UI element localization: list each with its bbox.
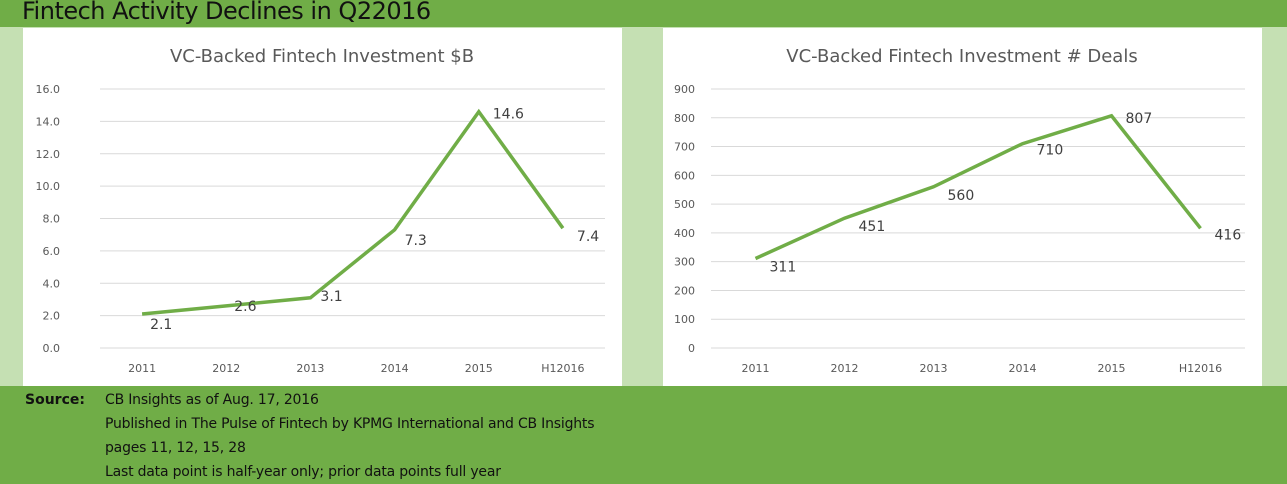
- y-tick-label: 600: [674, 169, 695, 182]
- y-tick-label: 0.0: [43, 342, 61, 355]
- x-tick-label: 2014: [381, 362, 409, 375]
- y-tick-label: 4.0: [43, 277, 61, 290]
- data-label: 807: [1126, 111, 1153, 127]
- investment-chart: VC-Backed Fintech Investment $B 0.0 2.0 4.0…: [36, 46, 605, 375]
- y-tick-label: 100: [674, 313, 695, 326]
- y-tick-label: 14.0: [36, 115, 61, 128]
- y-tick-label: 700: [674, 141, 695, 154]
- data-label: 416: [1215, 227, 1242, 243]
- y-tick-label: 2.0: [43, 310, 61, 323]
- data-label: 3.1: [320, 289, 342, 305]
- data-label: 2.1: [150, 317, 172, 333]
- series-line: [754, 113, 1202, 261]
- source-label: Source:: [25, 392, 85, 408]
- data-label: 560: [948, 188, 975, 204]
- data-label: 7.4: [577, 229, 599, 245]
- source-line: CB Insights as of Aug. 17, 2016: [105, 392, 319, 408]
- investment-chart-panel: VC-Backed Fintech Investment $B 0.0 2.0 4.0…: [23, 28, 622, 386]
- data-label: 2.6: [234, 299, 256, 315]
- source-bar: [0, 386, 1287, 484]
- deals-chart: VC-Backed Fintech Investment # Deals 0 100…: [674, 46, 1245, 375]
- x-tick-label: 2013: [920, 362, 948, 375]
- y-tick-label: 0: [688, 342, 695, 355]
- deals-chart-panel: VC-Backed Fintech Investment # Deals 0 100…: [663, 28, 1262, 386]
- y-tick-label: 300: [674, 256, 695, 269]
- y-tick-label: 8.0: [43, 213, 61, 226]
- chart-title: VC-Backed Fintech Investment # Deals: [786, 46, 1137, 67]
- y-tick-label: 800: [674, 112, 695, 125]
- x-tick-label: 2015: [465, 362, 493, 375]
- y-tick-label: 500: [674, 198, 695, 211]
- x-tick-label: 2012: [212, 362, 240, 375]
- title-bar: Fintech Activity Declines in Q22016: [0, 0, 1287, 27]
- data-label: 451: [859, 219, 886, 235]
- x-tick-label: H12016: [1179, 362, 1222, 375]
- data-label: 710: [1037, 143, 1064, 159]
- series-line: [141, 108, 565, 316]
- y-tick-label: 10.0: [36, 180, 61, 193]
- data-label: 7.3: [405, 233, 427, 249]
- source-line: Last data point is half-year only; prior…: [105, 464, 501, 480]
- chart-title: VC-Backed Fintech Investment $B: [170, 46, 474, 67]
- x-tick-label: 2014: [1009, 362, 1037, 375]
- x-tick-label: 2012: [831, 362, 859, 375]
- y-tick-label: 200: [674, 284, 695, 297]
- source-line: Published in The Pulse of Fintech by KPM…: [105, 416, 595, 432]
- data-label: 311: [770, 260, 797, 276]
- x-tick-label: 2015: [1098, 362, 1126, 375]
- x-tick-label: 2011: [128, 362, 156, 375]
- page-title: Fintech Activity Declines in Q22016: [22, 0, 431, 25]
- y-tick-label: 6.0: [43, 245, 61, 258]
- y-tick-label: 12.0: [36, 148, 61, 161]
- y-tick-label: 16.0: [36, 83, 61, 96]
- y-tick-label: 900: [674, 83, 695, 96]
- data-label: 14.6: [493, 107, 524, 123]
- x-tick-label: H12016: [541, 362, 584, 375]
- y-tick-label: 400: [674, 227, 695, 240]
- source-line: pages 11, 12, 15, 28: [105, 440, 246, 456]
- x-tick-label: 2013: [296, 362, 324, 375]
- x-tick-label: 2011: [742, 362, 770, 375]
